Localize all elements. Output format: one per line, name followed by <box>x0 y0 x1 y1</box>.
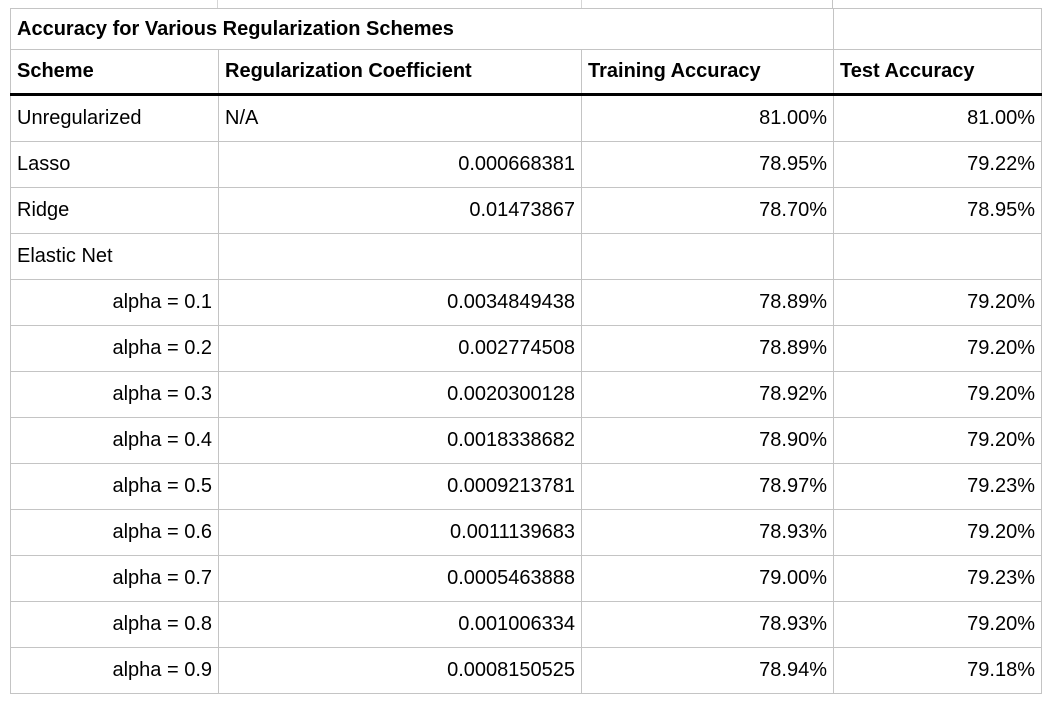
column-header-test-accuracy: Test Accuracy <box>833 49 1043 96</box>
cell-training-accuracy: 78.90% <box>580 417 835 464</box>
cell-training-accuracy: 78.94% <box>580 647 835 694</box>
cell-scheme: alpha = 0.9 <box>10 647 219 694</box>
table-row: Elastic Net <box>10 233 1043 280</box>
cell-training-accuracy: 81.00% <box>580 94 835 142</box>
cell-training-accuracy: 78.95% <box>580 141 835 188</box>
cell-regularization-coefficient: 0.0011139683 <box>218 509 582 556</box>
cell-test-accuracy: 79.20% <box>833 279 1043 326</box>
table-row: alpha = 0.5 0.0009213781 78.97% 79.23% <box>10 463 1043 510</box>
cell-test-accuracy: 79.20% <box>833 371 1043 418</box>
cell-regularization-coefficient: 0.001006334 <box>218 601 582 648</box>
cell-regularization-coefficient: 0.0020300128 <box>218 371 582 418</box>
cell-scheme: alpha = 0.7 <box>10 555 219 602</box>
cell-training-accuracy: 78.70% <box>580 187 835 234</box>
cell-test-accuracy: 79.23% <box>833 555 1043 602</box>
spreadsheet-region: Accuracy for Various Regularization Sche… <box>9 8 1043 694</box>
cell-scheme: Lasso <box>10 141 219 188</box>
cell-test-accuracy: 79.23% <box>833 463 1043 510</box>
cell-test-accuracy: 79.20% <box>833 509 1043 556</box>
cell-scheme: Ridge <box>10 187 219 234</box>
table-row: alpha = 0.4 0.0018338682 78.90% 79.20% <box>10 417 1043 464</box>
cell-scheme: alpha = 0.4 <box>10 417 219 464</box>
cell-test-accuracy: 78.95% <box>833 187 1043 234</box>
cell-regularization-coefficient: 0.0018338682 <box>218 417 582 464</box>
column-header-regularization-coefficient: Regularization Coefficient <box>218 49 582 96</box>
table-row: alpha = 0.1 0.0034849438 78.89% 79.20% <box>10 279 1043 326</box>
cell-training-accuracy: 79.00% <box>580 555 835 602</box>
gridline-tick <box>581 0 582 9</box>
cell-test-accuracy <box>833 233 1043 280</box>
column-header-training-accuracy: Training Accuracy <box>580 49 835 96</box>
cell-regularization-coefficient: 0.0008150525 <box>218 647 582 694</box>
cell-regularization-coefficient: N/A <box>218 94 582 142</box>
table-row: alpha = 0.8 0.001006334 78.93% 79.20% <box>10 601 1043 648</box>
cell-scheme: alpha = 0.8 <box>10 601 219 648</box>
gridline-tick <box>832 0 833 9</box>
cell-test-accuracy: 79.20% <box>833 417 1043 464</box>
cell-test-accuracy: 81.00% <box>833 94 1043 142</box>
table-title-empty-cell <box>833 8 1043 50</box>
cell-test-accuracy: 79.22% <box>833 141 1043 188</box>
cell-test-accuracy: 79.20% <box>833 325 1043 372</box>
table-row: Lasso 0.000668381 78.95% 79.22% <box>10 141 1043 188</box>
cell-regularization-coefficient: 0.0034849438 <box>218 279 582 326</box>
cell-regularization-coefficient: 0.002774508 <box>218 325 582 372</box>
cell-training-accuracy: 78.93% <box>580 601 835 648</box>
table-row: alpha = 0.6 0.0011139683 78.93% 79.20% <box>10 509 1043 556</box>
table-row: Unregularized N/A 81.00% 81.00% <box>10 94 1043 142</box>
table-row: alpha = 0.2 0.002774508 78.89% 79.20% <box>10 325 1043 372</box>
cell-scheme: alpha = 0.3 <box>10 371 219 418</box>
table-row: alpha = 0.3 0.0020300128 78.92% 79.20% <box>10 371 1043 418</box>
table-title: Accuracy for Various Regularization Sche… <box>9 8 835 50</box>
table-row: alpha = 0.7 0.0005463888 79.00% 79.23% <box>10 555 1043 602</box>
cell-scheme: alpha = 0.6 <box>10 509 219 556</box>
cell-scheme: alpha = 0.2 <box>10 325 219 372</box>
table-body: Unregularized N/A 81.00% 81.00% Lasso 0.… <box>10 94 1043 694</box>
cell-training-accuracy: 78.89% <box>580 279 835 326</box>
cell-scheme: Unregularized <box>10 94 219 142</box>
cell-training-accuracy: 78.93% <box>580 509 835 556</box>
cell-training-accuracy: 78.92% <box>580 371 835 418</box>
regularization-accuracy-table: Accuracy for Various Regularization Sche… <box>9 8 1043 694</box>
cell-training-accuracy <box>580 233 835 280</box>
cell-test-accuracy: 79.20% <box>833 601 1043 648</box>
cell-regularization-coefficient: 0.01473867 <box>218 187 582 234</box>
cell-regularization-coefficient: 0.0005463888 <box>218 555 582 602</box>
gridline-tick <box>217 0 218 9</box>
table-row: alpha = 0.9 0.0008150525 78.94% 79.18% <box>10 647 1043 694</box>
cell-scheme: alpha = 0.1 <box>10 279 219 326</box>
cell-test-accuracy: 79.18% <box>833 647 1043 694</box>
cell-regularization-coefficient <box>218 233 582 280</box>
cell-scheme: Elastic Net <box>10 233 219 280</box>
table-row: Ridge 0.01473867 78.70% 78.95% <box>10 187 1043 234</box>
table-title-row: Accuracy for Various Regularization Sche… <box>9 8 1043 50</box>
cell-regularization-coefficient: 0.000668381 <box>218 141 582 188</box>
cell-training-accuracy: 78.97% <box>580 463 835 510</box>
column-header-scheme: Scheme <box>10 49 219 96</box>
table-header-row: Scheme Regularization Coefficient Traini… <box>10 49 1043 96</box>
cell-training-accuracy: 78.89% <box>580 325 835 372</box>
cell-scheme: alpha = 0.5 <box>10 463 219 510</box>
cell-regularization-coefficient: 0.0009213781 <box>218 463 582 510</box>
